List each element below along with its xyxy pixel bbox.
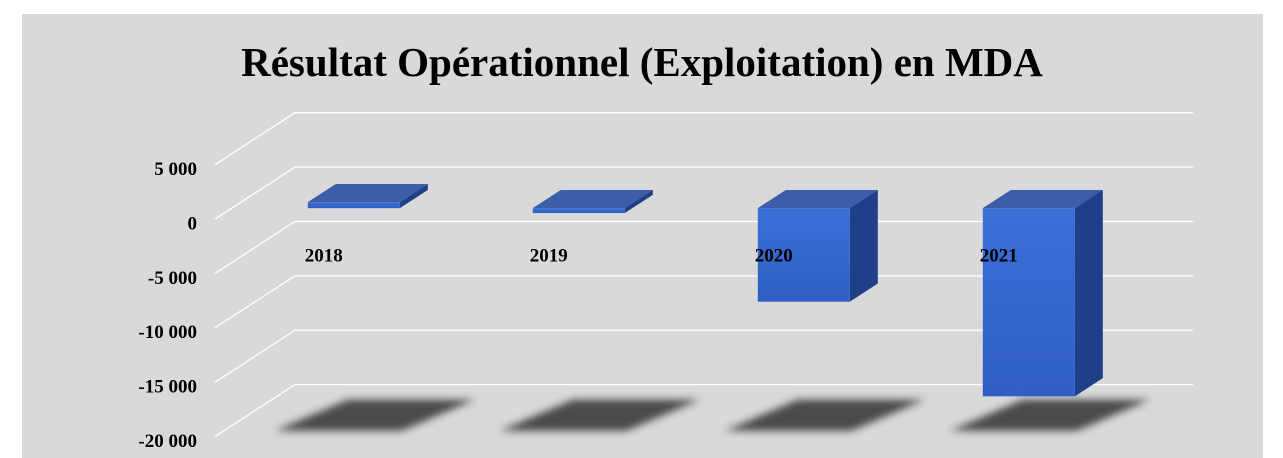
y-tick-label: -10 000 [138, 322, 197, 343]
x-tick-label: 2020 [755, 245, 793, 266]
bar-shadow [949, 399, 1150, 431]
bar-front [757, 208, 850, 302]
x-tick-label: 2018 [305, 245, 343, 266]
grid-line [214, 166, 1193, 220]
bar-shadow [274, 399, 475, 431]
y-tick-label: 5 000 [154, 159, 197, 180]
grid-line [214, 383, 1193, 438]
chart-title: Résultat Opérationnel (Exploitation) en … [241, 39, 1043, 85]
x-tick-label: 2021 [980, 245, 1018, 266]
bar-side [624, 189, 653, 214]
bar-side [1074, 189, 1103, 397]
grid-line [214, 112, 1193, 166]
bar-front [982, 208, 1075, 397]
grid-line [214, 275, 1193, 329]
grid-line [214, 220, 1193, 275]
x-tick-label: 2019 [530, 245, 568, 266]
y-tick-label: -20 000 [138, 431, 197, 452]
bar-top [307, 183, 428, 203]
bar-top [757, 189, 878, 209]
bar-front [532, 208, 625, 214]
y-tick-label: -5 000 [148, 268, 197, 289]
bar-side [399, 183, 428, 209]
grid-line [214, 329, 1193, 383]
bar-shadow [499, 399, 700, 431]
y-tick-label: 0 [188, 213, 198, 234]
bar-top [532, 189, 653, 209]
bar-top [982, 189, 1103, 209]
y-tick-label: -15 000 [138, 377, 197, 398]
bar-front [307, 202, 400, 209]
bar-side [849, 189, 878, 302]
bar-shadow [724, 399, 925, 431]
